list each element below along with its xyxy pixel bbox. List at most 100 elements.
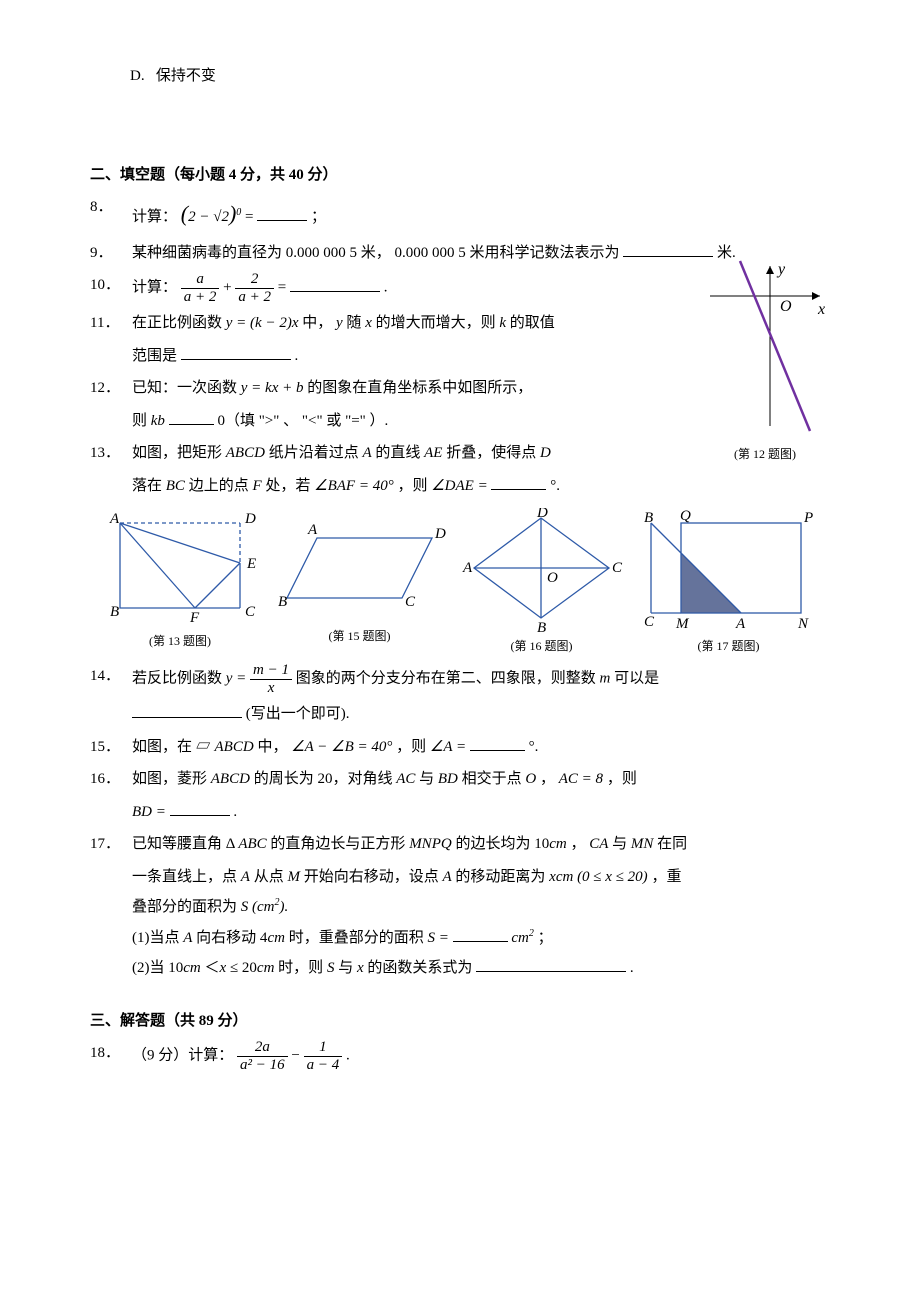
section-3-title: 三、解答题（共 89 分） — [90, 1007, 830, 1036]
q13-t3: 的直线 — [375, 445, 424, 461]
q11-dot: . — [295, 348, 299, 364]
q16-t1: 如图，菱形 — [132, 771, 211, 787]
q17-s2x2: x — [357, 960, 364, 976]
svg-text:A: A — [109, 511, 120, 527]
q11-expr: y = (k − 2)x — [226, 315, 299, 331]
q15-num: 15． — [90, 733, 120, 762]
q17-sub1: (1)当点 A 向右移动 4cm 时，重叠部分的面积 S = cm2 ； — [90, 924, 830, 953]
q16-t5: ， — [540, 771, 559, 787]
q16-l2a: BD = — [132, 804, 170, 820]
q16-num: 16． — [90, 765, 120, 794]
q17-s1c: 时，重叠部分的面积 — [289, 930, 428, 946]
q17-rng: (0 ≤ x ≤ 20) — [577, 869, 648, 885]
svg-text:D: D — [244, 511, 256, 527]
question-11: 11． 在正比例函数 y = (k − 2)x 中， y 随 x 的增大而增大，… — [90, 309, 830, 338]
question-15: 15． 如图，在 ▱ ABCD 中， ∠A − ∠B = 40° ，则 ∠A =… — [90, 733, 830, 762]
q17-s1u: cm — [511, 930, 529, 946]
q17-line2: 一条直线上，点 A 从点 M 开始向右移动，设点 A 的移动距离为 xcm (0… — [90, 863, 830, 892]
q12-l2a: 则 — [132, 413, 151, 429]
q13-abcd: ABCD — [226, 445, 265, 461]
q17-s1sq: 2 — [529, 928, 534, 939]
q16-t4: 相交于点 — [462, 771, 526, 787]
q17-l2b: 从点 — [254, 869, 288, 885]
q13-F: F — [252, 478, 261, 494]
q13-t2: 纸片沿着过点 — [269, 445, 363, 461]
q17-s2e: 与 — [338, 960, 357, 976]
q17-s2a: (2)当 10 — [132, 960, 183, 976]
svg-text:M: M — [675, 616, 690, 632]
q17-l3a: 叠部分的面积为 — [132, 899, 241, 915]
q18-f2d: a − 4 — [304, 1057, 343, 1074]
q10-dot: . — [384, 280, 388, 296]
q18-f1d: a² − 16 — [237, 1057, 288, 1074]
q10-plus: + — [223, 280, 235, 296]
q11-y: y — [336, 315, 343, 331]
q11-t3: 随 — [346, 315, 365, 331]
q16-line2: BD = . — [90, 798, 830, 827]
figure-15: A B C D (第 15 题图) — [272, 508, 447, 648]
q8-sqrt: √2 — [213, 209, 229, 225]
question-17: 17． 已知等腰直角 Δ ABC 的直角边长与正方形 MNPQ 的边长均为 10… — [90, 830, 830, 859]
q17-MN: MN — [631, 836, 654, 852]
q18-num: 18． — [90, 1039, 120, 1068]
q11-t2: 中， — [302, 315, 336, 331]
svg-text:C: C — [644, 614, 655, 630]
q16-AC: AC — [396, 771, 415, 787]
q11-t5: 的取值 — [510, 315, 555, 331]
q16-abcd: ABCD — [211, 771, 250, 787]
q13-num: 13． — [90, 439, 120, 468]
q14-line2: (写出一个即可). — [90, 700, 830, 729]
q17-blank2 — [476, 971, 626, 972]
q13-BC: BC — [166, 478, 185, 494]
q17-ub: ). — [280, 899, 289, 915]
q14-num: 14． — [90, 662, 120, 691]
q15-abcd: ABCD — [215, 739, 254, 755]
q18-minus: − — [291, 1048, 303, 1064]
figure-17: B Q P C M A N (第 17 题图) — [636, 508, 821, 658]
q8-po: ( — [181, 201, 188, 226]
q13-A: A — [362, 445, 371, 461]
q17-s1cm: cm — [267, 930, 285, 946]
q16-t6: ，则 — [607, 771, 637, 787]
q18-pts: （9 分）计算： — [132, 1048, 233, 1064]
q17-l2a: 一条直线上，点 — [132, 869, 241, 885]
svg-text:Q: Q — [680, 508, 691, 524]
q17-t4: ， — [570, 836, 589, 852]
q17-s1A: A — [183, 930, 192, 946]
q10-pre: 计算： — [132, 280, 177, 296]
q18-dot: . — [346, 1048, 350, 1064]
q15-t1: 如图，在 ▱ — [132, 739, 211, 755]
q17-t3: 的边长均为 10 — [455, 836, 549, 852]
figure-row: A B C D E F (第 13 题图) A B C D (第 15 题图) … — [100, 508, 830, 658]
question-12: 12． 已知：一次函数 y = kx + b 的图象在直角坐标系中如图所示， — [90, 374, 830, 403]
q14-l2: (写出一个即可). — [246, 706, 350, 722]
q8-2: 2 — [188, 209, 196, 225]
svg-text:A: A — [735, 616, 746, 632]
q17-s2x: x — [220, 960, 227, 976]
svg-text:C: C — [245, 604, 256, 620]
q8-exp: 0 — [236, 207, 241, 218]
q16-dot: . — [233, 804, 237, 820]
q17-s2b: ＜ — [205, 960, 220, 976]
q15-deg: °. — [529, 739, 539, 755]
q17-blank1 — [453, 941, 508, 942]
question-10: 10． 计算： aa + 2 + 2a + 2 = . — [90, 271, 830, 305]
q17-A: A — [241, 869, 250, 885]
q17-l2e: ，重 — [651, 869, 681, 885]
figure-16: A B C D O (第 16 题图) — [459, 508, 624, 658]
figure-13: A B C D E F (第 13 题图) — [100, 508, 260, 653]
q13-ang2: ∠DAE = — [431, 478, 491, 494]
q12-t1: 已知：一次函数 — [132, 380, 241, 396]
q12-num: 12． — [90, 374, 120, 403]
question-13: 13． 如图，把矩形 ABCD 纸片沿着过点 A 的直线 AE 折叠，使得点 D — [90, 439, 830, 468]
svg-text:N: N — [797, 616, 809, 632]
q17-s2S: S — [327, 960, 335, 976]
q13-t4: 折叠，使得点 — [446, 445, 540, 461]
section-2-title: 二、填空题（每小题 4 分，共 40 分） — [90, 161, 830, 190]
svg-text:E: E — [246, 556, 256, 572]
q16-t2: 的周长为 20，对角线 — [254, 771, 397, 787]
svg-text:D: D — [536, 508, 548, 521]
q17-l2c: 开始向右移动，设点 — [304, 869, 443, 885]
question-14: 14． 若反比例函数 y = m − 1x 图象的两个分支分布在第二、四象限，则… — [90, 662, 830, 696]
q12-blank — [169, 424, 214, 425]
